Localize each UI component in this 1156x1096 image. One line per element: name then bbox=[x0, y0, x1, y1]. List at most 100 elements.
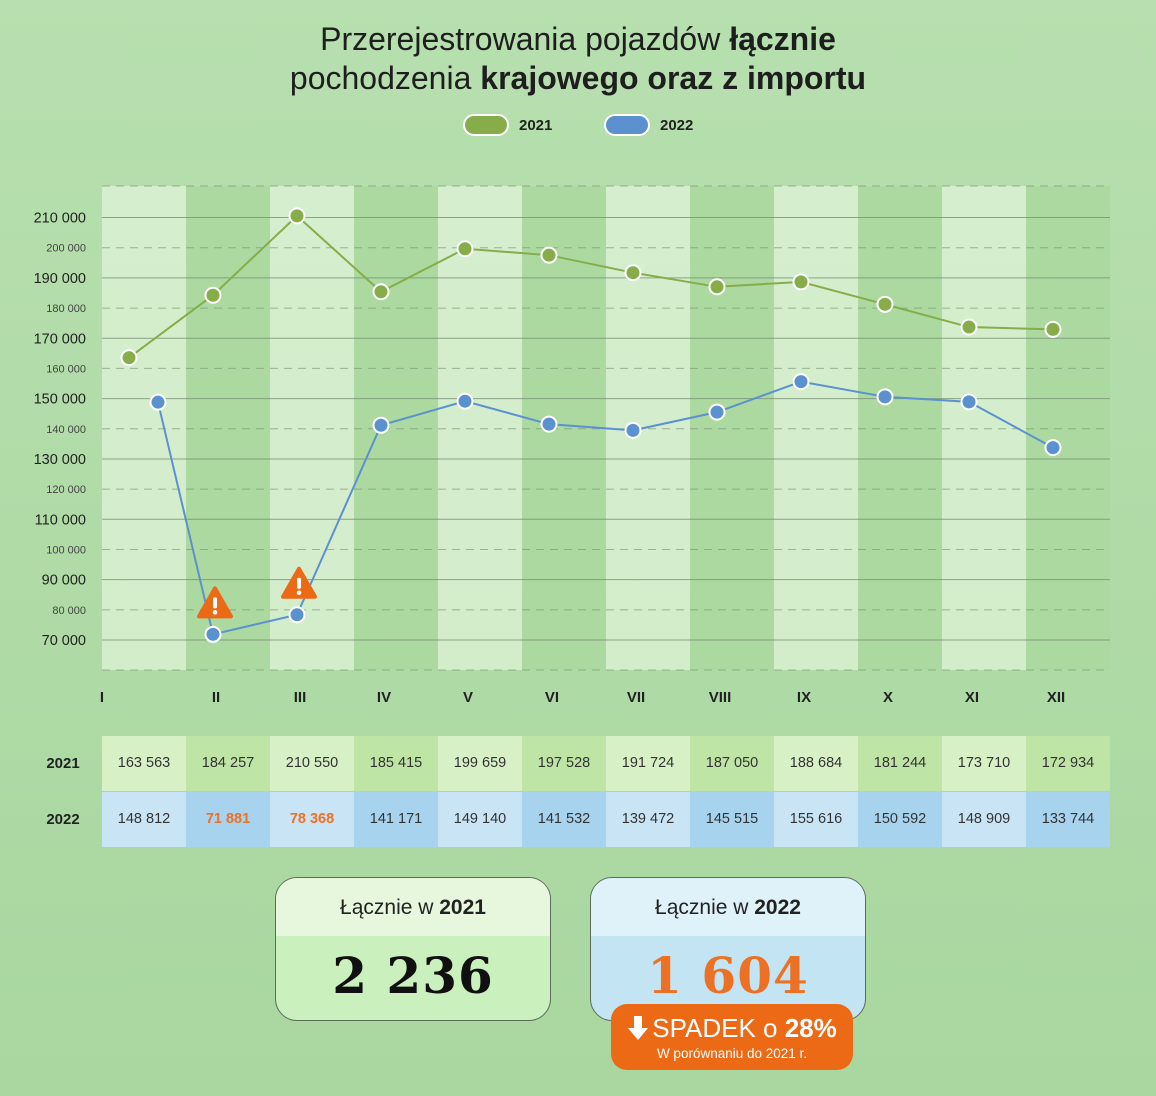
point-2021-V bbox=[456, 240, 474, 258]
legend-label-2022: 2022 bbox=[660, 116, 694, 134]
table-cell-2021-IV: 185 415 bbox=[354, 736, 438, 791]
legend-swatch-2022 bbox=[604, 114, 650, 136]
warning-icon bbox=[281, 566, 317, 599]
total-2022-label: Łącznie w 2022 bbox=[591, 878, 865, 936]
decrease-connector: o bbox=[755, 1013, 785, 1043]
y-tick-label-minor: 100 000 bbox=[46, 544, 86, 556]
x-tick-label-VII: VII bbox=[627, 689, 645, 706]
point-2022-IV bbox=[372, 416, 390, 434]
y-tick-label-minor: 80 000 bbox=[52, 605, 86, 617]
x-tick-label-XII: XII bbox=[1047, 689, 1065, 706]
table-cell-2021-XII: 172 934 bbox=[1026, 736, 1110, 791]
column-band-X bbox=[858, 186, 942, 670]
x-tick-label-V: V bbox=[463, 689, 473, 706]
table-cell-2022-XI: 148 909 bbox=[942, 792, 1026, 847]
column-band-II bbox=[186, 186, 270, 670]
warning-icon bbox=[197, 586, 233, 619]
point-2021-IX bbox=[792, 273, 810, 291]
point-2021-XII bbox=[1044, 320, 1062, 338]
title-line-1: Przerejestrowania pojazdów łącznie bbox=[0, 20, 1156, 59]
point-2022-X bbox=[876, 388, 894, 406]
x-tick-label-VI: VI bbox=[545, 689, 559, 706]
x-tick-label-IX: IX bbox=[797, 689, 811, 706]
y-tick-label-major: 90 000 bbox=[42, 573, 86, 589]
table-cell-2022-III: 78 368 bbox=[270, 792, 354, 847]
point-2022-III bbox=[288, 606, 306, 624]
decrease-subtitle: W porównaniu do 2021 r. bbox=[656, 1046, 808, 1061]
x-tick-label-II: II bbox=[212, 689, 220, 706]
table-year-2021: 2021 bbox=[46, 755, 80, 772]
legend-item-2021: 2021 bbox=[463, 112, 552, 138]
column-band-XI bbox=[942, 186, 1026, 670]
table-cell-2022-I: 148 812 bbox=[102, 792, 186, 847]
x-tick-label-III: III bbox=[294, 689, 307, 706]
total-2021-label: Łącznie w 2021 bbox=[276, 878, 550, 936]
table-cell-2021-VIII: 187 050 bbox=[690, 736, 774, 791]
column-band-I bbox=[102, 186, 186, 670]
column-band-V bbox=[438, 186, 522, 670]
decrease-badge: SPADEK o 28% W porównaniu do 2021 r. bbox=[611, 1004, 853, 1070]
point-2021-X bbox=[876, 295, 894, 313]
table-row-2022: 2022 148 812 71 881 78 368 141 171 149 140 14… bbox=[0, 792, 1156, 847]
y-tick-label-major: 110 000 bbox=[35, 512, 86, 528]
total-2021-label-year: 2021 bbox=[439, 896, 486, 919]
point-2021-VIII bbox=[708, 278, 726, 296]
line-chart: 70 000 90 000 110 000 130 000 150 000 170 000… bbox=[34, 185, 1110, 706]
title-line1-regular: Przerejestrowania pojazdów bbox=[320, 21, 730, 57]
legend-swatch-2021 bbox=[463, 114, 509, 136]
y-tick-label-minor: 140 000 bbox=[46, 424, 86, 436]
x-tick-label-I: I bbox=[100, 689, 104, 706]
legend-item-2022: 2022 bbox=[604, 112, 693, 138]
column-band-XII bbox=[1026, 186, 1110, 670]
arrow-down-icon bbox=[628, 1016, 649, 1040]
total-2021-label-text: Łącznie w bbox=[340, 896, 440, 919]
table-cell-2022-VIII: 145 515 bbox=[690, 792, 774, 847]
y-tick-label-minor: 180 000 bbox=[46, 303, 86, 315]
legend: 2021 2022 bbox=[0, 112, 1156, 138]
total-2022-card: Łącznie w 2022 1 604 752 bbox=[590, 877, 866, 1021]
total-2022-value: 1 604 752 bbox=[647, 946, 809, 1005]
table-cell-2021-X: 181 244 bbox=[858, 736, 942, 791]
chart-title: Przerejestrowania pojazdów łącznie pocho… bbox=[0, 20, 1156, 98]
point-2021-I bbox=[120, 349, 138, 367]
table-cell-2022-VI: 141 532 bbox=[522, 792, 606, 847]
table-cell-2021-II: 184 257 bbox=[186, 736, 270, 791]
table-cell-2021-V: 199 659 bbox=[438, 736, 522, 791]
total-2021-value: 2 236 318 bbox=[332, 946, 494, 1005]
table-cell-2022-VII: 139 472 bbox=[606, 792, 690, 847]
column-band-IX bbox=[774, 186, 858, 670]
point-2021-VII bbox=[624, 264, 642, 282]
decrease-percent: 28% bbox=[784, 1013, 837, 1043]
point-2021-II bbox=[204, 286, 222, 304]
table-cell-2022-V: 149 140 bbox=[438, 792, 522, 847]
table-cell-2022-X: 150 592 bbox=[858, 792, 942, 847]
decrease-badge-main: SPADEK o 28% bbox=[611, 1013, 853, 1043]
series-line-2021 bbox=[128, 214, 1054, 359]
y-tick-label-major: 150 000 bbox=[34, 392, 86, 408]
column-band-VIII bbox=[690, 186, 774, 670]
y-tick-label-major: 190 000 bbox=[34, 271, 86, 287]
title-line1-bold: łącznie bbox=[729, 21, 836, 57]
x-tick-label-VIII: VIII bbox=[709, 689, 732, 706]
point-2022-V bbox=[456, 392, 474, 410]
decrease-word: SPADEK bbox=[652, 1013, 756, 1043]
total-2021-card: Łącznie w 2021 2 236 318 bbox=[275, 877, 551, 1021]
column-band-IV bbox=[354, 186, 438, 670]
table-cell-2021-III: 210 550 bbox=[270, 736, 354, 791]
table-row-2021: 2021 163 563 184 257 210 550 185 415 199 659… bbox=[0, 736, 1156, 791]
table-cell-2021-IX: 188 684 bbox=[774, 736, 858, 791]
table-cell-2022-IX: 155 616 bbox=[774, 792, 858, 847]
y-tick-label-minor: 120 000 bbox=[46, 484, 86, 496]
title-line2-bold: krajowego oraz z importu bbox=[480, 60, 867, 96]
y-tick-label-major: 210 000 bbox=[34, 211, 86, 227]
point-2021-VI bbox=[540, 246, 558, 264]
point-2022-XII bbox=[1044, 439, 1062, 457]
x-tick-label-IV: IV bbox=[377, 689, 391, 706]
point-2022-XI bbox=[960, 393, 978, 411]
table-cell-2021-VII: 191 724 bbox=[606, 736, 690, 791]
y-tick-label-major: 70 000 bbox=[42, 633, 86, 649]
point-2021-IV bbox=[372, 283, 390, 301]
point-2022-I bbox=[149, 393, 167, 411]
table-cell-2021-I: 163 563 bbox=[102, 736, 186, 791]
table-cell-2022-II: 71 881 bbox=[186, 792, 270, 847]
